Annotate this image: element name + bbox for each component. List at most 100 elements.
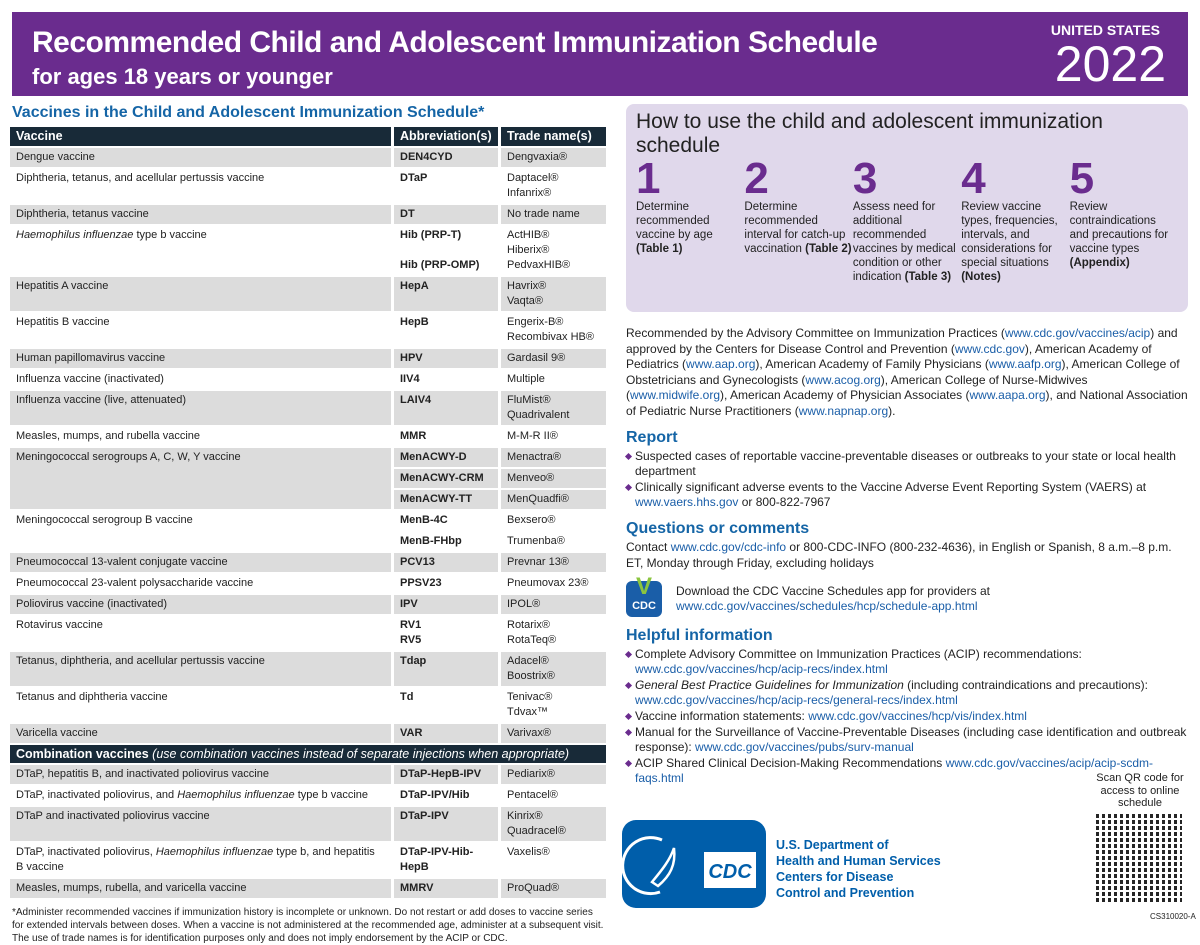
abbrev-trade-group: Td Tenivac® Tdvax™ xyxy=(391,688,606,722)
step-text: Determine recommended vaccine by age (Ta… xyxy=(636,200,744,256)
link[interactable]: www.aafp.org xyxy=(988,357,1062,371)
abbreviation-line: HPV xyxy=(400,352,423,364)
trade-name: Gardasil 9® xyxy=(498,349,606,368)
agency-line4: Control and Prevention xyxy=(776,886,915,900)
trade-name-line: Recombivax HB® xyxy=(507,331,594,343)
trade-name: Engerix-B® Recombivax HB® xyxy=(498,313,606,347)
abbreviation: DT xyxy=(391,205,498,224)
link[interactable]: www.cdc.gov/vaccines/acip/acip-scdm-faqs… xyxy=(635,756,1153,785)
trade-name: Rotarix® RotaTeq® xyxy=(498,616,606,650)
list-item: Suspected cases of reportable vaccine-pr… xyxy=(626,449,1188,479)
link[interactable]: www.aap.org xyxy=(686,357,756,371)
table-row: Measles, mumps, and rubella vaccine MMR M-… xyxy=(10,427,606,446)
document-code: CS310020-A xyxy=(1150,912,1196,921)
abbreviation: MenACWY-D xyxy=(391,448,498,467)
text-segment: Manual for the Surveillance of Vaccine-P… xyxy=(635,725,1187,754)
abbreviation: MMRV xyxy=(391,879,498,898)
link[interactable]: www.cdc.gov/vaccines/pubs/surv-manual xyxy=(695,740,914,754)
table-row: Diphtheria, tetanus, and acellular pertu… xyxy=(10,169,606,203)
abbrev-trade-pair: LAIV4 FluMist® Quadrivalent xyxy=(391,391,606,425)
link[interactable]: www.cdc.gov/vaccines/hcp/acip-recs/gener… xyxy=(635,693,958,707)
table-row: Dengue vaccine DEN4CYD Dengvaxia® xyxy=(10,148,606,167)
abbrev-trade-group: RV1 RV5 Rotarix® RotaTeq® xyxy=(391,616,606,650)
trade-name-line: Menveo® xyxy=(507,472,555,484)
combination-header: Combination vaccines (use combination va… xyxy=(10,745,606,763)
link[interactable]: www.napnap.org xyxy=(798,403,889,418)
step-text: Assess need for additional recommended v… xyxy=(853,200,961,284)
link[interactable]: www.acog.org xyxy=(805,372,881,387)
report-list: Suspected cases of reportable vaccine-pr… xyxy=(626,449,1188,510)
abbreviation-line: MenACWY-D xyxy=(400,451,467,463)
link[interactable]: www.cdc.gov/vaccines/acip xyxy=(1004,326,1151,340)
abbrev-trade-pair: HPV Gardasil 9® xyxy=(391,349,606,368)
table-row: Pneumococcal 13-valent conjugate vaccine… xyxy=(10,553,606,572)
link[interactable]: www.cdc.gov/vaccines/hcp/vis/index.html xyxy=(808,709,1027,723)
abbreviation-line: PPSV23 xyxy=(400,577,442,589)
trade-name: M-M-R II® xyxy=(498,427,606,446)
abbreviation: HepB xyxy=(391,313,498,347)
trade-name: MenQuadfi® xyxy=(498,490,606,509)
abbreviation: PCV13 xyxy=(391,553,498,572)
text-segment: ). xyxy=(888,403,896,418)
vaccine-name: DTaP, inactivated poliovirus, and Haemop… xyxy=(10,786,391,805)
abbrev-trade-group: VAR Varivax® xyxy=(391,724,606,743)
link[interactable]: www.cdc.gov/cdc-info xyxy=(670,540,787,554)
abbrev-trade-pair: MenACWY-CRM Menveo® xyxy=(391,467,606,488)
step-number: 2 xyxy=(744,154,769,203)
trade-name-line: RotaTeq® xyxy=(507,634,557,646)
trade-name: Prevnar 13® xyxy=(498,553,606,572)
abbrev-trade-group: DEN4CYD Dengvaxia® xyxy=(391,148,606,167)
step-description: Assess need for additional recommended v… xyxy=(852,201,956,283)
app-link[interactable]: www.cdc.gov/vaccines/schedules/hcp/sched… xyxy=(676,599,978,613)
trade-name-line: ProQuad® xyxy=(507,882,560,894)
link[interactable]: www.vaers.hhs.gov xyxy=(635,495,739,509)
how-to-title: How to use the child and adolescent immu… xyxy=(636,110,1103,157)
abbrev-trade-pair: MenB-FHbp Trumenba® xyxy=(391,530,606,551)
table-row: Tetanus and diphtheria vaccine Td Tenivac®… xyxy=(10,688,606,722)
abbrev-trade-group: DTaP-IPV/Hib Pentacel® xyxy=(391,786,606,805)
step-reference: (Notes) xyxy=(961,271,1001,283)
abbreviation-line: MMRV xyxy=(400,882,434,894)
abbreviation-line: DTaP-HepB-IPV xyxy=(400,768,482,780)
trade-name-line: Engerix-B® xyxy=(507,316,564,328)
trade-name: Varivax® xyxy=(498,724,606,743)
abbrev-trade-pair: MenACWY-D Menactra® xyxy=(391,448,606,467)
abbrev-trade-group: LAIV4 FluMist® Quadrivalent xyxy=(391,391,606,425)
col-abbreviation: Abbreviation(s) xyxy=(391,127,498,146)
step-item: 1 Determine recommended vaccine by age (T… xyxy=(636,157,744,284)
steps: 1 Determine recommended vaccine by age (T… xyxy=(636,154,1178,284)
text-segment: Haemophilus influenzae xyxy=(177,789,295,801)
abbreviation: MenB-4C xyxy=(391,511,498,530)
link[interactable]: www.aapa.org xyxy=(969,388,1046,402)
link[interactable]: www.cdc.gov xyxy=(954,341,1025,356)
abbrev-trade-group: MMRV ProQuad® xyxy=(391,879,606,898)
trade-name-line: Boostrix® xyxy=(507,670,555,682)
trade-name: Menactra® xyxy=(498,448,606,467)
trade-name-line: Vaxelis® xyxy=(507,846,550,858)
text-segment: General Best Practice Guidelines for Imm… xyxy=(635,678,904,692)
combination-rows: DTaP, hepatitis B, and inactivated polio… xyxy=(10,765,606,898)
table-row: Tetanus, diphtheria, and acellular pertu… xyxy=(10,652,606,686)
vaccine-name: DTaP, hepatitis B, and inactivated polio… xyxy=(16,768,269,780)
abbrev-trade-pair: PCV13 Prevnar 13® xyxy=(391,553,606,572)
text-segment: Haemophilus influenzae xyxy=(155,846,274,858)
qr-code[interactable] xyxy=(1096,812,1182,902)
abbreviation-line: IIV4 xyxy=(400,373,420,385)
vaccine-name: Diphtheria, tetanus, and acellular pertu… xyxy=(16,172,265,184)
trade-name-line: Gardasil 9® xyxy=(507,352,566,364)
trade-name: FluMist® Quadrivalent xyxy=(498,391,606,425)
helpful-list: Complete Advisory Committee on Immunizat… xyxy=(626,647,1188,786)
trade-name-line: Trumenba® xyxy=(507,535,565,547)
abbreviation: IPV xyxy=(391,595,498,614)
trade-name-line: Tdvax™ xyxy=(507,706,548,718)
abbrev-trade-pair: MenACWY-TT MenQuadfi® xyxy=(391,488,606,509)
country-label: UNITED STATES xyxy=(1050,22,1160,38)
link[interactable]: www.midwife.org xyxy=(630,388,721,402)
abbreviation: LAIV4 xyxy=(391,391,498,425)
link[interactable]: www.cdc.gov/vaccines/hcp/acip-recs/index… xyxy=(635,662,888,676)
trade-name-line: Varivax® xyxy=(507,727,551,739)
abbreviation-line: DT xyxy=(400,208,415,220)
abbrev-trade-pair: DTaP Daptacel® Infanrix® xyxy=(391,169,606,203)
abbrev-trade-group: DTaP Daptacel® Infanrix® xyxy=(391,169,606,203)
text-segment: DTaP, inactivated poliovirus, xyxy=(16,846,156,858)
